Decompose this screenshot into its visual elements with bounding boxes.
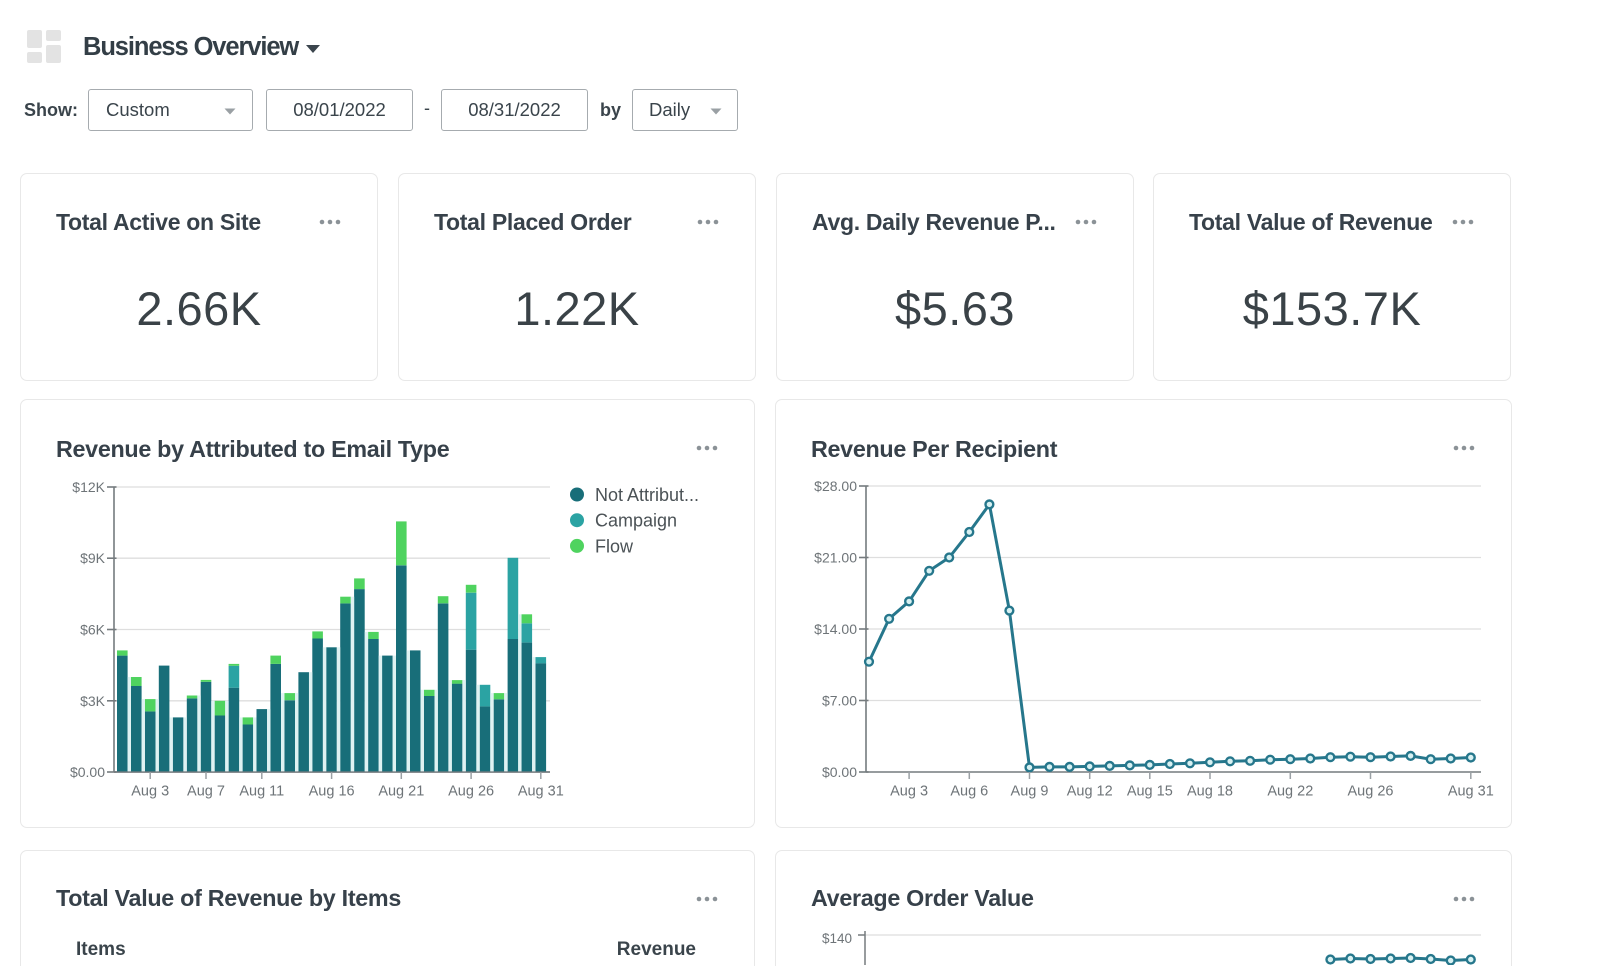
svg-text:Aug 3: Aug 3 [890,784,928,800]
svg-text:Flow: Flow [595,536,634,556]
svg-text:$0.00: $0.00 [70,764,105,780]
svg-text:$12K: $12K [72,479,105,495]
svg-text:$3K: $3K [80,693,106,709]
svg-text:Aug 6: Aug 6 [950,784,988,800]
svg-text:$21.00: $21.00 [814,550,857,566]
svg-text:Aug 11: Aug 11 [239,784,284,800]
svg-text:Aug 15: Aug 15 [1127,784,1173,800]
svg-text:Aug 21: Aug 21 [378,784,424,800]
svg-text:$7.00: $7.00 [822,693,857,709]
svg-text:Aug 31: Aug 31 [518,784,564,800]
svg-text:Aug 12: Aug 12 [1067,784,1113,800]
svg-text:$0.00: $0.00 [822,764,857,780]
svg-text:Aug 31: Aug 31 [1448,784,1494,800]
svg-text:$28.00: $28.00 [814,478,857,494]
svg-text:Aug 9: Aug 9 [1011,784,1049,800]
svg-text:Aug 22: Aug 22 [1267,784,1313,800]
svg-text:Aug 3: Aug 3 [131,784,169,800]
svg-text:Not Attribut...: Not Attribut... [595,485,699,505]
svg-text:Campaign: Campaign [595,511,677,531]
svg-text:$140: $140 [822,931,852,946]
svg-text:Aug 18: Aug 18 [1187,784,1233,800]
svg-text:$14.00: $14.00 [814,621,857,637]
svg-text:Aug 26: Aug 26 [448,784,494,800]
svg-text:Aug 7: Aug 7 [187,784,225,800]
svg-text:$9K: $9K [80,550,106,566]
svg-text:Aug 16: Aug 16 [309,784,355,800]
svg-text:Aug 26: Aug 26 [1348,784,1394,800]
svg-text:$6K: $6K [80,622,106,638]
